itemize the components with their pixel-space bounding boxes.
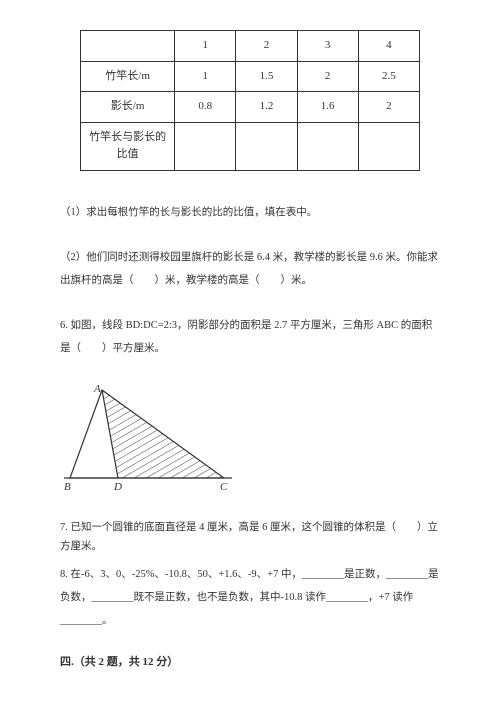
table-row: 影长/m 0.8 1.2 1.6 2 xyxy=(81,92,420,123)
cell xyxy=(175,122,236,170)
header-1: 1 xyxy=(175,31,236,62)
header-3: 3 xyxy=(297,31,358,62)
cell: 0.8 xyxy=(175,92,236,123)
question-1: （1）求出每根竹竿的长与影长的比的比值，填在表中。 xyxy=(60,201,440,224)
data-table: 1 2 3 4 竹竿长/m 1 1.5 2 2.5 影长/m 0.8 1.2 1… xyxy=(80,30,420,171)
row-label-2: 影长/m xyxy=(81,92,175,123)
table-header-row: 1 2 3 4 xyxy=(81,31,420,62)
header-2: 2 xyxy=(236,31,297,62)
cell: 2.5 xyxy=(358,61,419,92)
cell: 2 xyxy=(358,92,419,123)
question-6: 6. 如图，线段 BD:DC=2:3，阴影部分的面积是 2.7 平方厘米，三角形… xyxy=(60,314,440,360)
cell: 1.2 xyxy=(236,92,297,123)
label-b: B xyxy=(64,481,71,493)
question-2: （2）他们同时还测得校园里旗杆的影长是 6.4 米，教学楼的影长是 9.6 米。… xyxy=(60,246,440,292)
cell: 1 xyxy=(175,61,236,92)
section-4-heading: 四.（共 2 题，共 12 分） xyxy=(60,654,440,672)
cell xyxy=(358,122,419,170)
cell xyxy=(297,122,358,170)
label-d: D xyxy=(113,481,122,493)
cell xyxy=(236,122,297,170)
question-8: 8. 在-6、3、0、-25%、-10.8、50、+1.6、-9、+7 中，__… xyxy=(60,563,440,632)
table-row: 竹竿长/m 1 1.5 2 2.5 xyxy=(81,61,420,92)
label-a: A xyxy=(93,383,101,395)
header-blank xyxy=(81,31,175,62)
row-label-1: 竹竿长/m xyxy=(81,61,175,92)
triangle-figure: A B D C xyxy=(60,382,440,501)
cell: 1.6 xyxy=(297,92,358,123)
cell: 2 xyxy=(297,61,358,92)
question-7: 7. 已知一个圆锥的底面直径是 4 厘米，高是 6 厘米，这个圆锥的体积是（ ）… xyxy=(60,519,440,557)
table-row: 竹竿长与影长的比值 xyxy=(81,122,420,170)
triangle-svg: A B D C xyxy=(60,382,240,494)
row-label-3: 竹竿长与影长的比值 xyxy=(81,122,175,170)
cell: 1.5 xyxy=(236,61,297,92)
header-4: 4 xyxy=(358,31,419,62)
label-c: C xyxy=(220,481,228,493)
